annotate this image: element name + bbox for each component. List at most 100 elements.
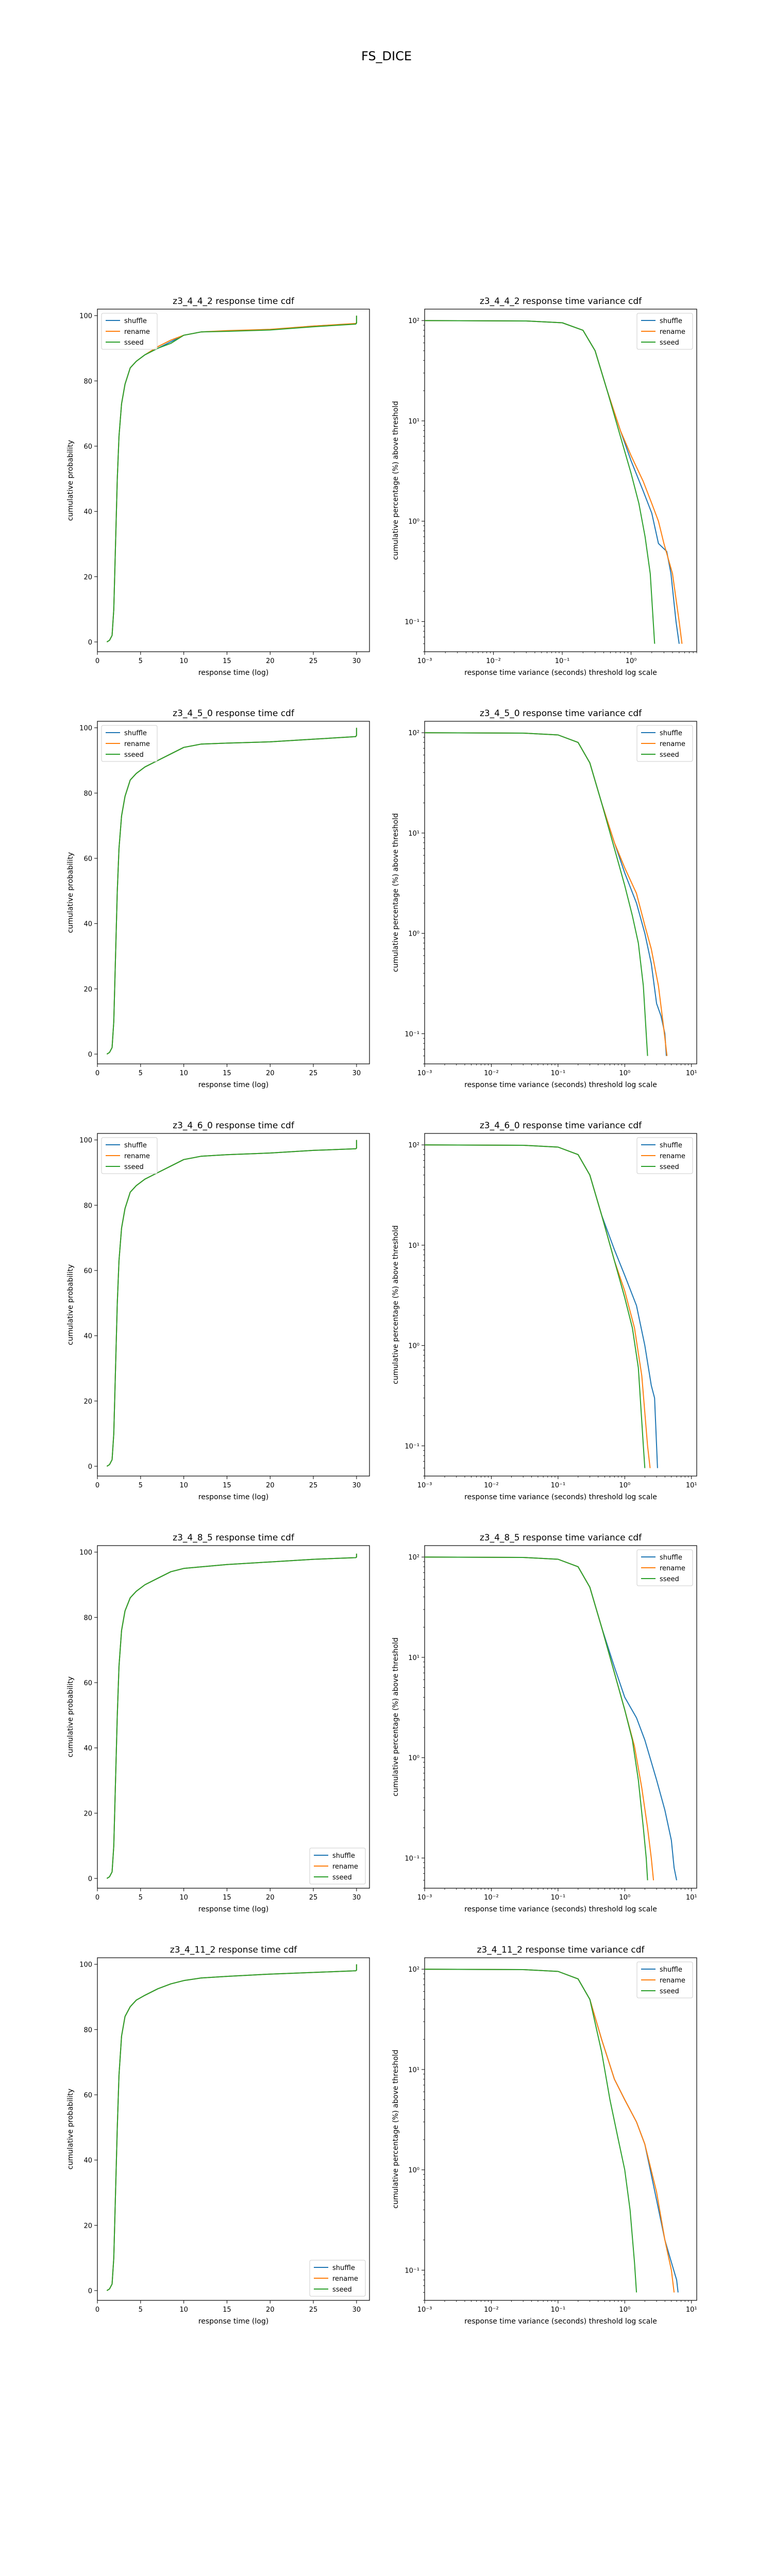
x-tick-label: 15 <box>223 1482 231 1489</box>
x-tick-label: 10⁰ <box>619 1482 630 1489</box>
y-tick-label: 10² <box>408 1142 419 1149</box>
y-axis-label: cumulative probability <box>66 1676 75 1757</box>
x-axis-label: response time (log) <box>198 1905 268 1913</box>
y-tick-label: 10⁻¹ <box>405 2267 419 2275</box>
legend-label-sseed: sseed <box>124 1163 144 1171</box>
legend-label-rename: rename <box>660 740 685 748</box>
y-tick-label: 10⁰ <box>408 930 419 938</box>
x-tick-label: 30 <box>352 1070 361 1077</box>
plot-area <box>424 309 697 652</box>
legend-box <box>101 313 158 350</box>
x-tick-label: 20 <box>266 1894 275 1902</box>
legend-box <box>636 1549 693 1586</box>
series-line-sseed <box>106 727 357 1055</box>
chart-title: z3_4_11_2 response time cdf <box>170 1945 297 1955</box>
legend-label-rename: rename <box>124 1153 150 1160</box>
chart-title: z3_4_11_2 response time variance cdf <box>477 1945 645 1955</box>
chart-title: z3_4_4_2 response time cdf <box>173 296 295 307</box>
x-tick-label: 15 <box>223 1894 231 1902</box>
legend-box <box>636 313 693 350</box>
legend-label-rename: rename <box>124 328 150 336</box>
chart-title: z3_4_5_0 response time cdf <box>173 708 295 719</box>
legend: shuffle rename sseed <box>636 313 693 350</box>
x-tick-label: 30 <box>352 2306 361 2314</box>
chart-title: z3_4_4_2 response time variance cdf <box>480 296 642 307</box>
y-tick-label: 0 <box>88 2287 92 2295</box>
x-axis-label: response time variance (seconds) thresho… <box>464 1905 657 1913</box>
series-line-sseed <box>425 1144 646 1468</box>
x-tick-label: 10⁻³ <box>417 1894 432 1902</box>
x-tick-label: 0 <box>95 657 99 665</box>
legend-label-sseed: sseed <box>332 1874 352 1882</box>
x-tick-label: 20 <box>266 1070 275 1077</box>
y-tick-label: 10⁰ <box>408 518 419 526</box>
y-tick-label: 100 <box>79 313 92 320</box>
y-tick-label: 0 <box>88 639 92 647</box>
legend-label-sseed: sseed <box>124 751 144 759</box>
legend-label-shuffle: shuffle <box>124 1142 147 1149</box>
chart-5: 0 5 10 15 20 25 30 0 20 40 60 80 100 z3_4_6_0 respons… <box>66 1121 370 1501</box>
x-tick-label: 10⁻¹ <box>555 657 570 665</box>
series-group <box>425 1144 658 1468</box>
x-tick-label: 25 <box>309 657 318 665</box>
x-tick-label: 30 <box>352 657 361 665</box>
y-tick-label: 20 <box>83 986 92 993</box>
x-tick-label: 10¹ <box>686 1894 697 1902</box>
y-tick-label: 10² <box>408 317 419 325</box>
y-tick-label: 60 <box>83 443 92 451</box>
x-tick-label: 10 <box>179 1482 188 1489</box>
x-tick-label: 10⁻² <box>484 1894 499 1902</box>
legend: shuffle rename sseed <box>636 1137 693 1174</box>
x-tick-label: 0 <box>95 1894 99 1902</box>
legend-label-shuffle: shuffle <box>332 2264 355 2272</box>
legend-label-sseed: sseed <box>660 1575 679 1583</box>
y-axis-label: cumulative percentage (%) above threshol… <box>392 2049 400 2208</box>
legend-label-sseed: sseed <box>660 1163 679 1171</box>
legend: shuffle rename sseed <box>101 1137 158 1174</box>
legend-label-sseed: sseed <box>660 1988 679 1995</box>
y-tick-label: 0 <box>88 1051 92 1059</box>
plot-area <box>424 721 697 1064</box>
y-tick-label: 10⁻¹ <box>405 1855 419 1862</box>
legend: shuffle rename sseed <box>101 313 158 350</box>
legend-label-shuffle: shuffle <box>124 730 147 737</box>
legend-label-rename: rename <box>660 1153 685 1160</box>
plot-area <box>97 1133 370 1477</box>
y-tick-label: 10¹ <box>408 1654 419 1662</box>
series-line-sseed <box>106 1140 357 1467</box>
chart-title: z3_4_8_5 response time cdf <box>173 1533 295 1543</box>
y-tick-label: 60 <box>83 855 92 863</box>
plot-area <box>97 1957 370 2301</box>
x-tick-label: 10⁻¹ <box>551 2306 566 2314</box>
y-tick-label: 40 <box>83 1333 92 1341</box>
x-axis-label: response time variance (seconds) thresho… <box>464 1081 657 1089</box>
legend-label-shuffle: shuffle <box>660 730 682 737</box>
chart-8: 10⁻³ 10⁻² 10⁻¹ 10⁰ 10¹ 10⁻¹ 10⁰ 10¹ 10² z3_4_8_5 … <box>392 1533 697 1913</box>
series-group <box>425 1969 679 2293</box>
series-group <box>106 727 357 1055</box>
y-axis-label: cumulative percentage (%) above threshol… <box>392 401 400 560</box>
x-tick-label: 5 <box>139 2306 143 2314</box>
chart-6: 10⁻³ 10⁻² 10⁻¹ 10⁰ 10¹ 10⁻¹ 10⁰ 10¹ 10² z3_4_6_0 … <box>392 1121 697 1501</box>
legend-box <box>309 1848 366 1885</box>
x-axis-label: response time (log) <box>198 2317 268 2326</box>
y-tick-label: 10⁻¹ <box>405 1030 419 1038</box>
x-tick-label: 5 <box>139 1894 143 1902</box>
y-tick-label: 10¹ <box>408 1242 419 1250</box>
y-tick-label: 60 <box>83 1680 92 1687</box>
legend-label-sseed: sseed <box>660 339 679 347</box>
x-tick-label: 10⁻³ <box>417 1070 432 1077</box>
y-tick-label: 20 <box>83 1398 92 1405</box>
y-tick-label: 100 <box>79 1549 92 1557</box>
y-tick-label: 40 <box>83 509 92 516</box>
x-tick-label: 10¹ <box>686 2306 697 2314</box>
y-axis-label: cumulative probability <box>66 2089 75 2170</box>
x-tick-label: 10⁰ <box>626 657 637 665</box>
chart-2: 10⁻³ 10⁻² 10⁻¹ 10⁰ 10⁻¹ 10⁰ 10¹ 10² z3_4_4_2 res… <box>392 296 697 677</box>
x-tick-label: 10¹ <box>686 1070 697 1077</box>
chart-3: 0 5 10 15 20 25 30 0 20 40 60 80 100 z3_4_5_0 respons… <box>66 708 370 1089</box>
legend: shuffle rename sseed <box>636 1961 693 1998</box>
y-tick-label: 10¹ <box>408 830 419 838</box>
y-tick-label: 10² <box>408 730 419 737</box>
